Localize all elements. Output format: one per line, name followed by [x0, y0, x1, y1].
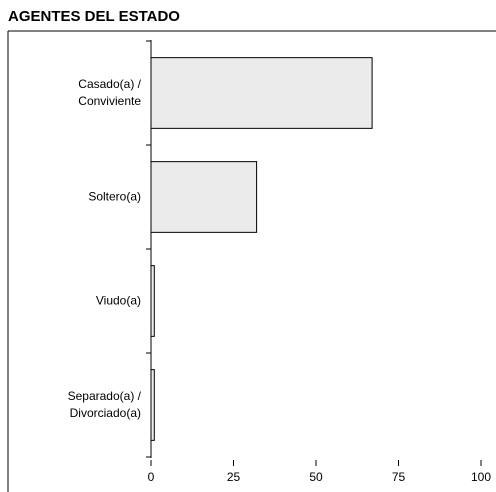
y-tick-label: Soltero(a) — [88, 189, 141, 204]
bar — [150, 265, 155, 337]
y-tick-label: Separado(a) / Divorciado(a) — [67, 389, 141, 420]
x-tick-label: 0 — [148, 470, 155, 484]
x-tick-label: 75 — [392, 470, 406, 484]
bar — [150, 369, 155, 441]
chart-title: AGENTES DEL ESTADO — [8, 8, 180, 25]
y-tick-label: Viudo(a) — [95, 293, 141, 308]
x-tick-label: 100 — [471, 470, 491, 484]
y-tick-label: Casado(a) / Conviviente — [78, 77, 141, 108]
bar — [150, 57, 373, 129]
x-tick-label: 25 — [227, 470, 241, 484]
bar — [150, 161, 258, 233]
x-tick-label: 50 — [309, 470, 323, 484]
